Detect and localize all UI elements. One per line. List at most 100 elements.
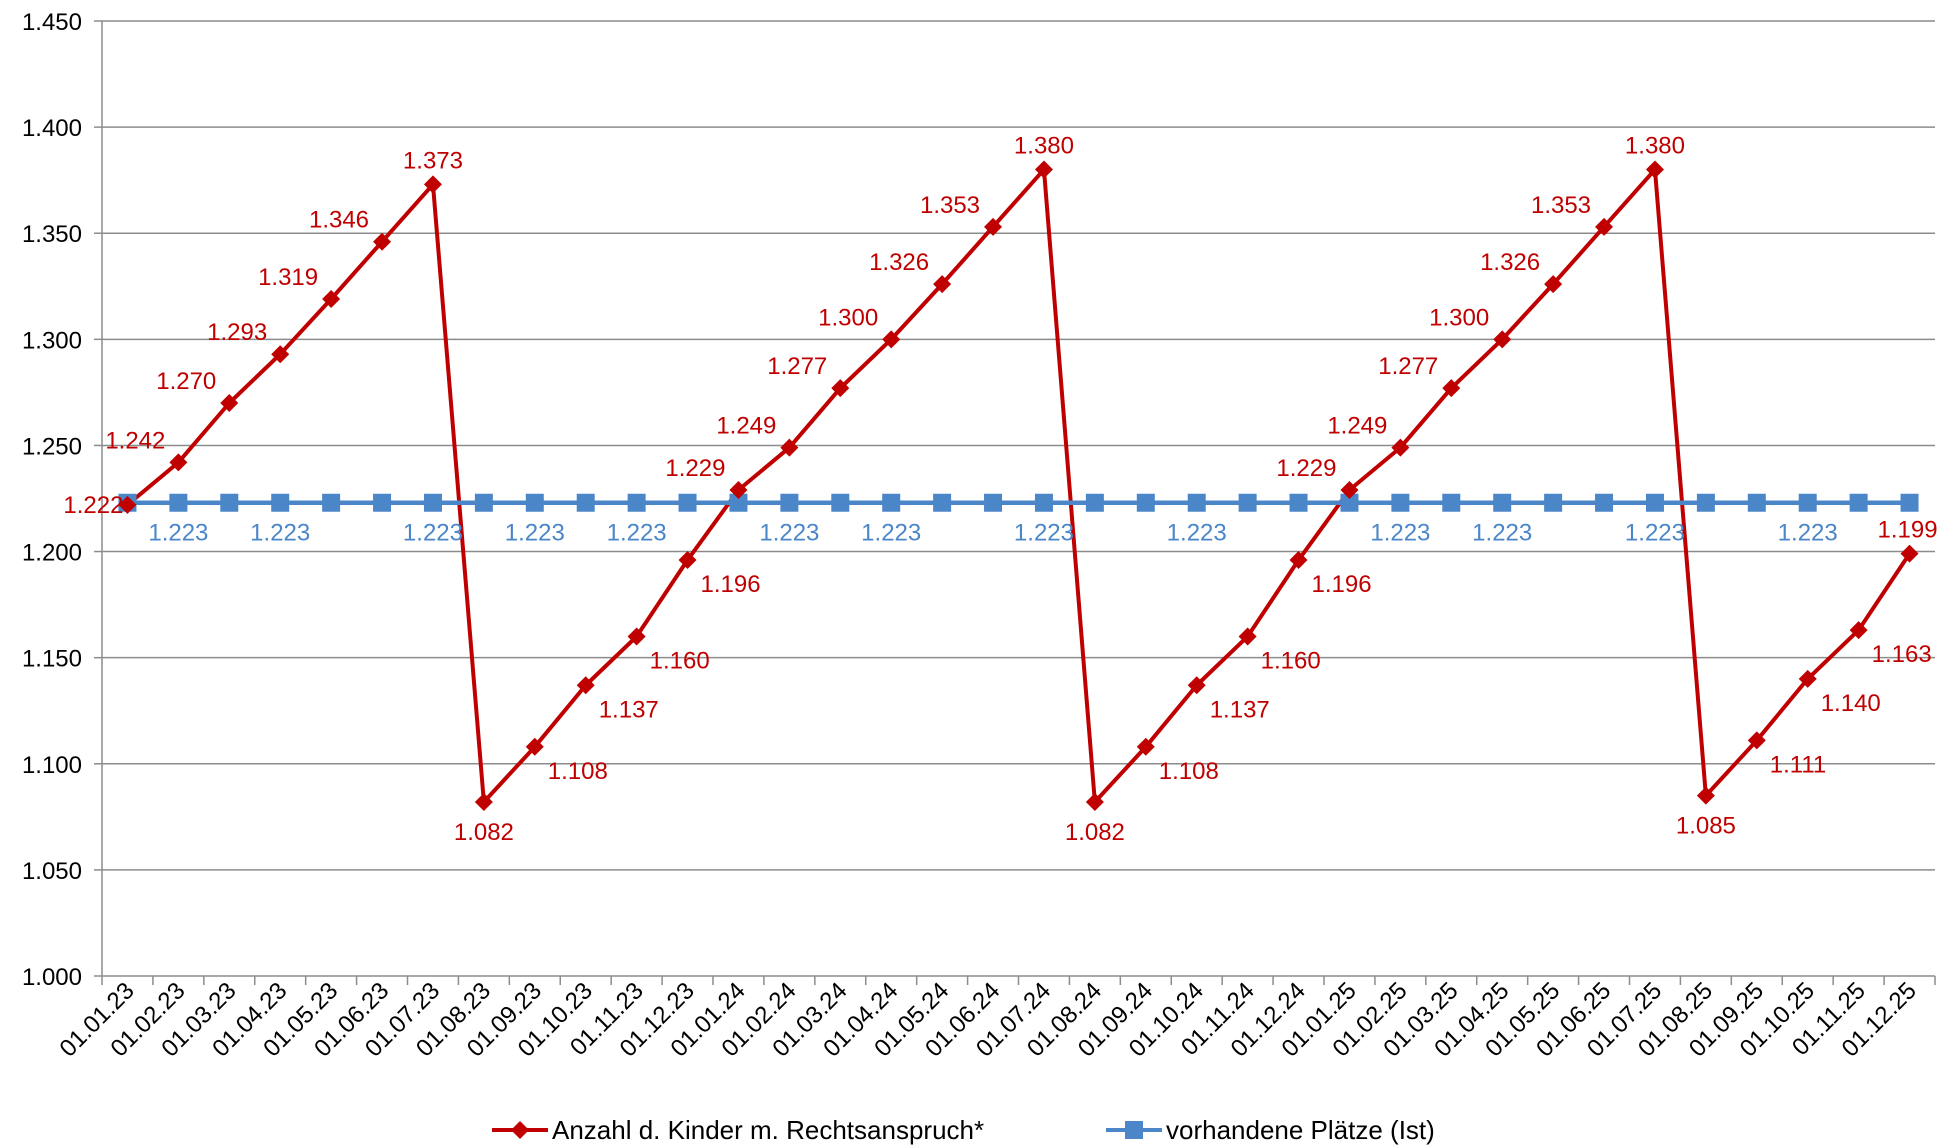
legend: Anzahl d. Kinder m. Rechtsanspruch* vorh… [492,1115,1435,1145]
data-point [1442,493,1461,512]
data-point [1493,330,1512,349]
series-line-1 [126,167,1912,804]
data-point [169,453,188,472]
data-point [474,493,493,512]
data-point [1595,217,1614,236]
data-point [373,232,392,251]
data-label: 1.223 [505,520,565,547]
data-point [322,290,341,309]
data-point [1085,792,1104,811]
data-label: 1.229 [1276,455,1336,482]
legend-item-plaetze[interactable]: vorhandene Plätze (Ist) [1106,1115,1435,1145]
data-label: 1.319 [258,264,318,291]
data-point [423,175,442,194]
x-axis-ticks: 01.01.2301.02.2301.03.2301.04.2301.05.23… [55,977,1922,1062]
data-point [984,493,1003,512]
data-label: 1.140 [1821,690,1881,717]
data-point [220,394,239,412]
data-label: 1.111 [1770,751,1827,778]
data-point [933,493,952,512]
legend-square-icon [1125,1121,1143,1139]
data-point [1900,544,1919,563]
data-point [1798,669,1817,688]
data-point [1493,493,1512,512]
data-point [169,493,188,512]
legend-diamond-icon [511,1121,529,1139]
data-label: 1.082 [1065,819,1125,846]
data-point [984,217,1003,236]
data-label: 1.196 [1312,571,1372,598]
data-label: 1.270 [156,368,216,395]
data-label: 1.300 [818,304,878,331]
data-label: 1.196 [701,571,761,598]
data-point [1747,493,1766,512]
data-label: 1.223 [1370,520,1430,547]
data-point [1442,379,1461,398]
data-point [322,493,341,512]
data-point [1238,493,1257,512]
data-label: 1.223 [1014,520,1074,547]
data-point [627,493,646,512]
data-label: 1.082 [454,819,514,846]
data-label: 1.108 [548,758,608,785]
data-label: 1.223 [1625,520,1685,547]
data-label: 1.326 [1480,249,1540,276]
series-layer [118,160,1919,811]
data-label: 1.223 [250,520,310,547]
gridlines [102,20,1935,871]
y-tick-label: 1.000 [22,964,82,991]
data-point [933,275,952,294]
data-point [1849,493,1868,512]
data-point [271,493,290,512]
data-point [780,493,799,512]
data-label: 1.223 [148,520,208,547]
y-tick-label: 1.350 [22,221,82,248]
data-label: 1.223 [403,520,463,547]
y-tick-label: 1.400 [22,115,82,142]
data-point [1544,493,1563,512]
data-label: 1.137 [1210,696,1270,723]
data-labels: 1.222 1.242 1.270 1.293 1.319 1.346 1.373 1.082… [63,133,1937,846]
data-point [1747,731,1766,750]
data-point [678,551,697,570]
data-point [1340,493,1359,512]
data-label: 1.199 [1878,517,1938,544]
data-point [1289,493,1308,512]
data-point [1340,481,1359,500]
data-label: 1.249 [1327,413,1387,440]
data-point [1391,438,1410,457]
data-point [1900,493,1919,512]
data-point [525,737,544,756]
y-axis-ticks: 1.000 1.050 1.100 1.150 1.200 1.250 1.300 1.350… [22,9,82,991]
data-point [1595,493,1614,512]
data-point [882,330,901,349]
data-label: 1.222 [63,492,123,519]
data-point [1289,551,1308,570]
data-label: 1.242 [105,427,165,454]
data-point [1544,275,1563,294]
data-point [423,493,442,512]
data-label: 1.300 [1429,304,1489,331]
data-point [1391,493,1410,512]
data-label: 1.249 [716,413,776,440]
data-point [831,379,850,398]
data-point [729,493,748,512]
legend-label-kinder: Anzahl d. Kinder m. Rechtsanspruch* [552,1115,984,1145]
data-point [1187,676,1206,695]
data-point [1849,621,1868,640]
data-point [1798,493,1817,512]
y-tick-label: 1.300 [22,327,82,354]
data-point [1645,160,1664,179]
data-point [1034,160,1053,179]
y-tick-label: 1.450 [22,9,82,36]
data-label: 1.108 [1159,758,1219,785]
data-label: 1.223 [607,520,667,547]
data-point [1645,493,1664,512]
y-tick-label: 1.250 [22,433,82,460]
data-label: 1.380 [1625,133,1685,160]
legend-item-kinder[interactable]: Anzahl d. Kinder m. Rechtsanspruch* [492,1115,984,1145]
data-point [882,493,901,512]
data-point [729,481,748,500]
y-tick-label: 1.050 [22,858,82,885]
